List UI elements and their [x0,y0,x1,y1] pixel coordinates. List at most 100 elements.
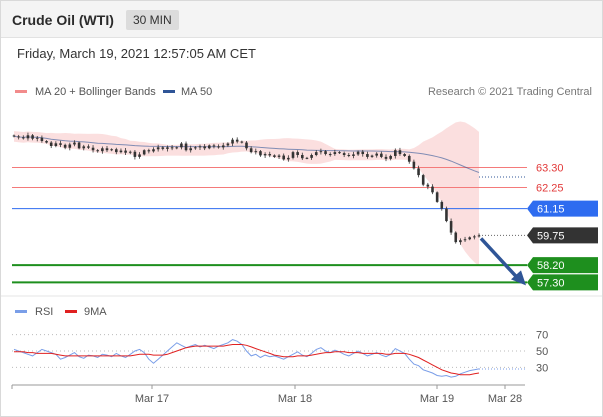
candle-body [310,155,313,158]
level-tag: 57.30 [527,274,598,291]
candle-body [147,150,151,152]
candle [26,132,30,141]
legend-swatch-bollinger [15,90,27,93]
candle [45,140,48,144]
rsi-gridlines: 70 50 30 [12,330,548,374]
candle-body [17,136,20,138]
candle-body [87,146,90,148]
legend-rsi: RSI [35,306,53,318]
candle-body [333,152,337,155]
candle-body [412,161,416,169]
legend-ma50: MA 50 [181,86,212,98]
candle [375,152,378,158]
candle-body [380,153,383,157]
level-label: 63.30 [536,162,564,174]
candle-body [454,232,458,243]
candle [449,218,453,235]
candle-body [328,154,332,156]
candle-body [45,141,48,143]
candle [338,151,341,155]
candle-body [473,236,476,238]
candle [152,147,155,153]
candle-body [249,148,253,153]
candle-body [417,168,420,176]
header-bar: Crude Oil (WTI) 30 MIN [1,1,602,38]
candle [310,153,313,160]
candle [407,154,411,164]
candle-body [403,154,406,156]
candle [459,238,462,245]
candle [366,151,369,159]
candle-body [398,150,402,155]
candle-body [268,154,272,156]
projection-arrow [479,237,526,286]
candle [356,150,360,156]
candle [263,152,267,158]
candle [235,137,239,144]
candle-body [291,152,295,158]
candle [31,134,34,141]
candle-body [352,154,355,156]
candle [305,156,309,160]
candle [133,149,137,160]
candle [77,141,81,150]
candle-body [96,150,99,152]
candle [347,152,351,158]
candle-body [231,139,234,144]
candle-body [101,148,104,152]
candle [105,145,109,152]
candle-body [208,145,211,149]
level-labels: 63.30 62.25 61.15 59.75 58.20 57.30 [527,162,598,291]
candle [231,137,234,147]
candle [273,154,276,158]
candle-body [128,151,132,153]
candle-body [273,155,276,157]
candle-body [166,147,169,149]
candle-body [235,139,239,142]
candle-body [22,137,25,139]
candle-body [119,150,123,153]
candle [226,142,230,147]
candle-body [110,149,113,151]
candle-body [91,147,95,151]
candle-body [115,149,118,153]
candle-body [49,142,53,146]
candle-body [338,152,341,154]
candle [82,144,86,151]
x-tick-label: Mar 17 [135,393,169,405]
level-label: 62.25 [536,183,564,195]
candle [59,140,62,148]
bollinger-band [14,121,479,267]
candle-body [370,155,374,157]
candle-body [421,175,425,185]
candle [194,146,197,150]
legend-rsi-ma: 9MA [84,306,107,318]
candle [212,143,216,149]
candle-body [263,154,267,156]
candle [468,236,471,241]
legend-swatch-ma50 [163,90,175,93]
candle-body [431,186,434,193]
timestamp: Friday, March 19, 2021 12:57:05 AM CET [17,46,256,61]
candle-body [435,192,439,202]
candle-body [212,145,216,147]
rsi-lines [13,339,527,378]
candle-body [426,184,430,187]
candle [389,154,392,161]
candle [175,146,179,150]
candle [87,144,90,149]
candle [119,148,123,154]
timeframe-badge[interactable]: 30 MIN [126,10,179,30]
candle [440,200,444,211]
candle-body [152,149,155,152]
arrow-head [511,270,526,286]
candle-body [175,147,179,149]
candle [189,145,192,153]
candle [268,151,272,158]
candle [454,231,458,244]
candle [110,148,113,152]
rsi-tick-label: 70 [536,330,548,342]
candle [282,153,285,161]
candle-body [156,147,160,150]
candle-body [31,135,34,139]
